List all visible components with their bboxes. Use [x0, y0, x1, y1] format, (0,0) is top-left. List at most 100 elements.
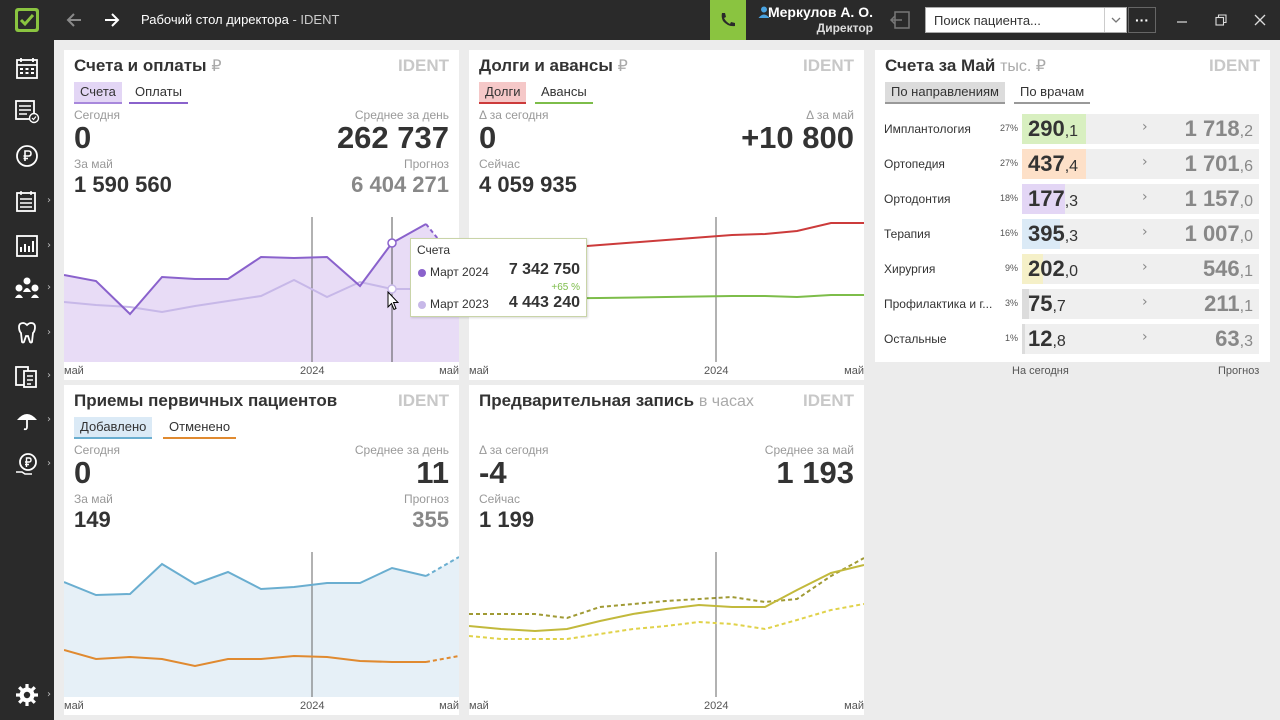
sidebar-item-dental[interactable]: ›	[0, 313, 54, 353]
chevron-right-icon[interactable]: ›	[1142, 259, 1148, 275]
chevron-right-icon[interactable]: ›	[1142, 294, 1148, 310]
back-button[interactable]	[62, 8, 86, 32]
month-label: За май	[74, 492, 113, 506]
forecast-amount-int: 1 701	[1184, 151, 1240, 176]
direction-row[interactable]: Хирургия 9% 202,0 › 546,1	[884, 254, 1260, 284]
panel-monthly-invoices[interactable]: Счета за Май тыс. ₽ IDENT По направления…	[875, 50, 1270, 362]
now-label: Сейчас	[479, 157, 520, 171]
direction-row[interactable]: Имплантология 27% 290,1 › 1 718,2	[884, 114, 1260, 144]
direction-row[interactable]: Остальные 1% 12,8 › 63,3	[884, 324, 1260, 354]
search-dropdown-button[interactable]	[1104, 8, 1126, 32]
chevron-right-icon[interactable]: ›	[1142, 154, 1148, 170]
currency-sign: ₽	[617, 58, 628, 75]
logo-checkbox-icon	[15, 8, 39, 32]
chevron-right-icon: ›	[47, 327, 51, 338]
sidebar-item-calendar[interactable]	[0, 48, 54, 88]
tab-advances[interactable]: Авансы	[535, 82, 593, 104]
chevron-right-icon: ›	[47, 370, 51, 381]
more-button[interactable]: ···	[1128, 7, 1156, 33]
tab-cancelled[interactable]: Отменено	[163, 417, 237, 439]
today-amount-int: 437	[1028, 151, 1065, 176]
sidebar-item-registry[interactable]: ›	[0, 181, 54, 221]
window-title-suffix: - IDENT	[288, 12, 340, 27]
forecast-amount: 1 157,0	[1185, 186, 1253, 212]
forecast-label: Прогноз	[403, 157, 449, 171]
direction-row[interactable]: Ортодонтия 18% 177,3 › 1 157,0	[884, 184, 1260, 214]
invoices-chart[interactable]	[64, 217, 459, 362]
patients-icon	[15, 277, 39, 298]
sidebar-item-loans[interactable]: ›	[0, 444, 54, 484]
forecast-amount-dec: ,1	[1239, 263, 1253, 280]
axis-label-start: май	[469, 700, 489, 712]
sidebar-item-reports[interactable]: ›	[0, 226, 54, 266]
direction-values: 395,3 › 1 007,0	[1022, 219, 1259, 249]
direction-name: Имплантология	[884, 122, 971, 136]
history-button[interactable]	[886, 8, 914, 32]
chevron-right-icon[interactable]: ›	[1142, 189, 1148, 205]
direction-row[interactable]: Ортопедия 27% 437,4 › 1 701,6	[884, 149, 1260, 179]
visits-chart[interactable]	[64, 552, 459, 697]
pre-booking-chart[interactable]	[469, 552, 864, 697]
telephony-button[interactable]	[710, 0, 746, 40]
axis-label-year: 2024	[704, 700, 729, 712]
panel-primary-visits[interactable]: Приемы первичных пациентов IDENT Добавле…	[64, 385, 459, 715]
restore-icon	[1215, 14, 1227, 26]
hover-point-2023[interactable]	[387, 284, 397, 294]
panel-debts-advances[interactable]: Долги и авансы ₽ IDENT Долги Авансы Δ за…	[469, 50, 864, 380]
tooltip-title: Счета	[417, 243, 451, 257]
sidebar-item-lab[interactable]: ›	[0, 356, 54, 396]
panel-title-text: Счета за Май	[885, 56, 996, 75]
user-role: Директор	[816, 21, 873, 35]
avg-value: 11	[416, 455, 449, 490]
panel-pre-booking[interactable]: Предварительная запись в часах IDENT Δ з…	[469, 385, 864, 715]
user-badge[interactable]: Меркулов А. О. Директор	[755, 3, 873, 37]
restore-button[interactable]	[1209, 8, 1233, 32]
chevron-right-icon[interactable]: ›	[1142, 224, 1148, 240]
hover-point-2024[interactable]	[387, 238, 397, 248]
close-button[interactable]	[1248, 8, 1272, 32]
sidebar-item-settings[interactable]: ›	[0, 675, 54, 715]
minimize-button[interactable]	[1170, 8, 1194, 32]
tooltip-value-2023: 4 443 240	[508, 294, 580, 311]
sidebar-item-payments[interactable]	[0, 136, 54, 176]
lab-orders-icon	[15, 366, 37, 388]
tab-invoices[interactable]: Счета	[74, 82, 122, 104]
sidebar-item-patients[interactable]: ›	[0, 268, 54, 308]
today-amount-dec: ,4	[1064, 158, 1079, 175]
direction-values: 12,8 › 63,3	[1022, 324, 1259, 354]
direction-percent: 1%	[1004, 333, 1018, 343]
patient-search-input[interactable]: Поиск пациента...	[925, 7, 1127, 33]
direction-row[interactable]: Терапия 16% 395,3 › 1 007,0	[884, 219, 1260, 249]
panel-title: Приемы первичных пациентов	[74, 391, 338, 410]
forecast-amount: 63,3	[1215, 326, 1253, 352]
today-amount-dec: ,8	[1052, 333, 1066, 350]
forecast-amount: 546,1	[1203, 256, 1253, 282]
tab-by-direction[interactable]: По направлениям	[885, 82, 1005, 104]
chevron-right-icon[interactable]: ›	[1142, 329, 1148, 345]
more-icon: ···	[1135, 12, 1149, 28]
tab-debts[interactable]: Долги	[479, 82, 527, 104]
forecast-amount-dec: ,3	[1239, 333, 1253, 350]
axis-label-start: май	[64, 700, 84, 712]
axis-label-end: май	[844, 700, 864, 712]
share-bar	[1022, 184, 1065, 214]
legend-dot-2023	[418, 301, 426, 309]
direction-name: Хирургия	[884, 262, 936, 276]
avg-label: Среднее за день	[354, 108, 449, 122]
tooltip-change: +65 %	[551, 282, 580, 293]
direction-row[interactable]: Профилактика и г... 3% 75,7 › 211,1	[884, 289, 1260, 319]
today-value: 0	[74, 120, 92, 155]
now-value: 1 199	[479, 507, 535, 532]
sidebar-item-insurance[interactable]: ›	[0, 400, 54, 440]
sidebar-item-schedule[interactable]	[0, 91, 54, 131]
tab-by-doctor[interactable]: По врачам	[1014, 82, 1091, 104]
today-label: Сегодня	[74, 108, 120, 122]
panel-invoices-payments[interactable]: Счета и оплаты ₽ IDENT Счета Оплаты Сего…	[64, 50, 459, 380]
tab-added[interactable]: Добавлено	[74, 417, 153, 439]
today-amount-dec: ,7	[1052, 298, 1066, 315]
chevron-right-icon[interactable]: ›	[1142, 119, 1148, 135]
forward-button[interactable]	[100, 8, 124, 32]
tab-payments[interactable]: Оплаты	[129, 82, 188, 104]
month-value: 1 590 560	[74, 172, 172, 197]
today-amount-int: 290	[1028, 116, 1065, 141]
